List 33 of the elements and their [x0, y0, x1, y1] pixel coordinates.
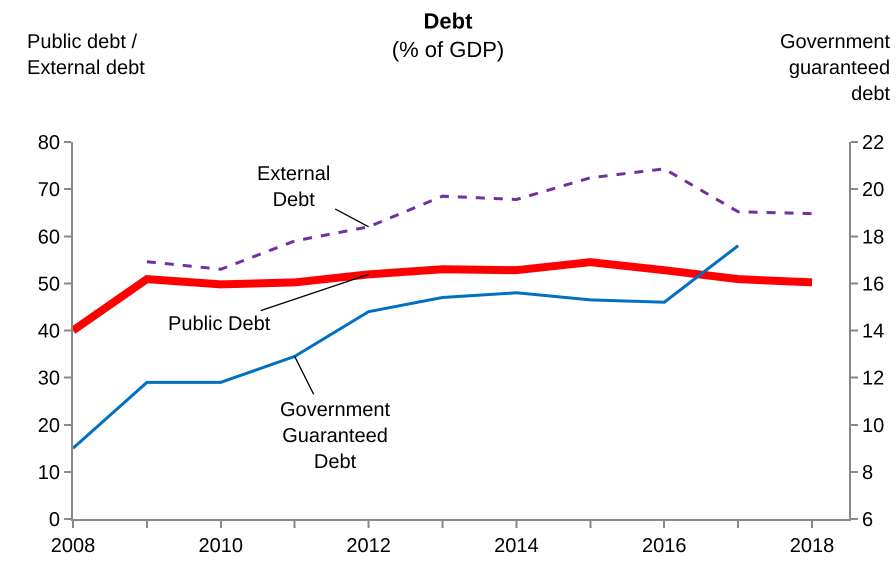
y2-tick-label: 20 — [862, 179, 884, 202]
y-tick-label: 40 — [38, 320, 60, 342]
y2-tick-label: 10 — [862, 414, 884, 437]
y-axis-title: Public debt / External debt — [27, 31, 146, 79]
x-tick-label: 2010 — [198, 535, 244, 557]
x-tick-label: 2008 — [50, 535, 96, 557]
y-tick-label: 0 — [48, 509, 60, 531]
y-tick-label: 50 — [38, 273, 60, 296]
series-label: External Debt — [257, 163, 330, 211]
y2-tick-label: 8 — [862, 462, 874, 484]
chart-title: Debt — [424, 8, 474, 34]
line-series — [73, 244, 740, 450]
y-tick-label: 70 — [38, 179, 60, 202]
y2-tick-label: 12 — [862, 368, 884, 390]
x-tick-label: 2014 — [494, 535, 539, 557]
y2-tick-label: 16 — [862, 273, 884, 296]
y-tick-label: 10 — [38, 462, 60, 484]
series-label: Government Guaranteed Debt — [280, 399, 390, 473]
chart-subtitle: (% of GDP) — [392, 37, 504, 62]
y-tick-label: 30 — [38, 368, 60, 390]
y2-tick-label: 6 — [862, 509, 874, 531]
series-label: Public Debt — [168, 313, 271, 335]
y-tick-label: 20 — [38, 414, 60, 437]
x-tick-label: 2016 — [642, 535, 686, 557]
y2-tick-label: 14 — [862, 320, 884, 342]
line-series — [145, 167, 814, 271]
x-tick-label: 2018 — [790, 535, 834, 557]
y2-axis-title: Government guaranteed debt — [780, 31, 890, 105]
y-tick-label: 60 — [38, 226, 60, 248]
y2-tick-label: 22 — [862, 132, 884, 154]
y-tick-label: 80 — [38, 132, 60, 154]
y2-tick-label: 18 — [862, 226, 884, 248]
x-tick-label: 2012 — [346, 535, 391, 557]
